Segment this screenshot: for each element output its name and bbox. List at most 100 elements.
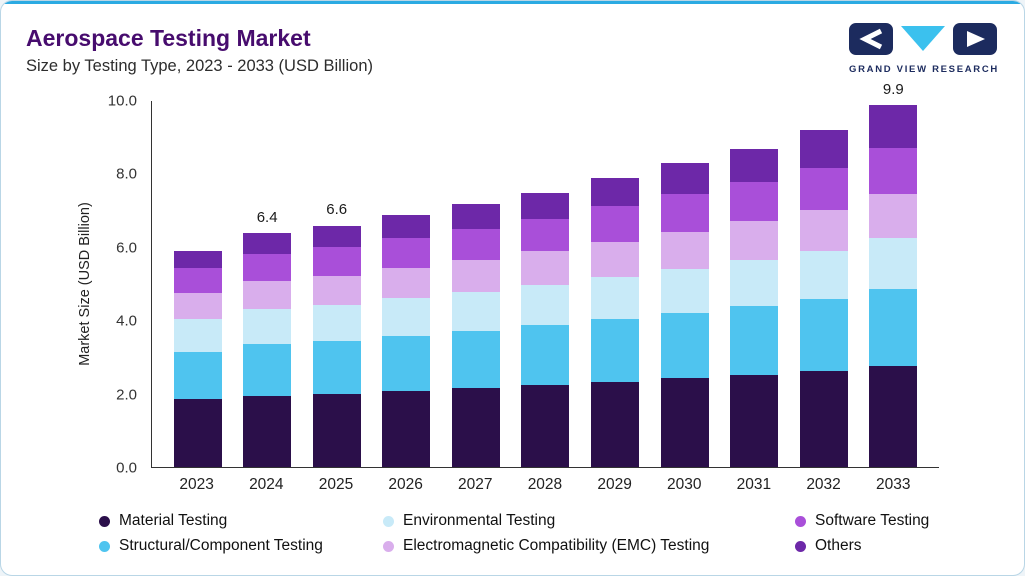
segment-others-2033: [869, 104, 918, 148]
segment-structural-component-testing-2032: [799, 298, 848, 372]
segment-others-2023: [173, 251, 222, 269]
segment-others-2028: [521, 192, 570, 219]
segment-structural-component-testing-2024: [243, 344, 292, 396]
bar-2027: [451, 101, 500, 467]
legend-item-software-testing: Software Testing: [795, 512, 1000, 530]
segment-software-testing-2033: [869, 147, 918, 194]
legend-label-electromagnetic-compatibility-emc-testing: Electromagnetic Compatibility (EMC) Test…: [403, 537, 710, 554]
bar-2032: [799, 101, 848, 467]
segment-software-testing-2027: [451, 228, 500, 260]
brand: GRAND VIEW RESEARCH: [848, 23, 1000, 75]
segment-software-testing-2025: [312, 247, 361, 276]
legend-swatch-software-testing: [795, 515, 806, 527]
segment-environmental-testing-2028: [521, 284, 570, 325]
x-tick-2025: 2025: [318, 476, 354, 493]
y-tick-6.0: 6.0: [116, 239, 137, 257]
legend-item-structural-component-testing: Structural/Component Testing: [99, 537, 383, 555]
bar-total-label-2033: 9.9: [882, 80, 904, 98]
segment-material-testing-2025: [312, 393, 361, 467]
x-tick-2027: 2027: [458, 476, 493, 493]
segment-others-2025: [312, 225, 361, 248]
bar-2024: 6.4: [243, 101, 292, 467]
segment-structural-component-testing-2023: [173, 351, 222, 400]
legend-label-material-testing: Material Testing: [119, 512, 228, 529]
y-tick-0.0: 0.0: [116, 459, 137, 477]
segment-structural-component-testing-2025: [312, 340, 361, 394]
bar-total-label-2025: 6.6: [326, 201, 348, 219]
legend-swatch-others: [795, 540, 806, 552]
segment-environmental-testing-2027: [451, 291, 500, 331]
segment-electromagnetic-compatibility-emc-testing-2031: [730, 221, 779, 261]
grand-view-research-logo-icon: [849, 23, 997, 55]
segment-material-testing-2030: [660, 378, 709, 467]
bar-2026: [382, 101, 431, 467]
segment-software-testing-2023: [173, 268, 222, 294]
segment-environmental-testing-2029: [591, 276, 640, 319]
bar-total-label-2024: 6.4: [256, 208, 278, 226]
bar-2030: [660, 101, 709, 467]
segment-others-2031: [730, 148, 779, 182]
legend-swatch-structural-component-testing: [99, 540, 110, 552]
segment-material-testing-2029: [591, 381, 640, 467]
segment-structural-component-testing-2026: [382, 335, 431, 391]
bar-2028: [521, 101, 570, 467]
legend-label-structural-component-testing: Structural/Component Testing: [119, 537, 323, 554]
bar-2033: 9.9: [869, 81, 918, 467]
legend-swatch-environmental-testing: [383, 515, 394, 527]
top-accent-line: [1, 1, 1024, 4]
legend-item-material-testing: Material Testing: [99, 512, 383, 530]
x-axis-labels: 2023 2024 2025 2026 2027 2028 2029 2030 2031 2032…: [151, 476, 939, 494]
segment-environmental-testing-2025: [312, 304, 361, 341]
plot-area: 6.4 6.6 9.9: [151, 81, 939, 468]
segment-environmental-testing-2026: [382, 298, 431, 336]
segment-electromagnetic-compatibility-emc-testing-2025: [312, 275, 361, 305]
segment-electromagnetic-compatibility-emc-testing-2028: [521, 251, 570, 285]
bar-2025: 6.6: [312, 101, 361, 467]
x-tick-2028: 2028: [527, 476, 563, 493]
x-tick-2031: 2031: [736, 476, 772, 493]
y-tick-4.0: 4.0: [116, 312, 137, 330]
segment-electromagnetic-compatibility-emc-testing-2027: [451, 259, 500, 292]
segment-software-testing-2026: [382, 238, 431, 268]
segment-others-2027: [451, 203, 500, 229]
segment-others-2032: [799, 130, 848, 168]
legend-label-software-testing: Software Testing: [815, 512, 930, 529]
segment-structural-component-testing-2028: [521, 325, 570, 385]
legend-item-others: Others: [795, 537, 1000, 555]
segment-environmental-testing-2030: [660, 268, 709, 313]
segment-material-testing-2024: [243, 395, 292, 467]
segment-software-testing-2029: [591, 206, 640, 242]
segment-software-testing-2024: [243, 254, 292, 282]
y-tick-8.0: 8.0: [116, 165, 137, 183]
x-tick-2024: 2024: [249, 476, 284, 493]
segment-environmental-testing-2031: [730, 260, 779, 306]
segment-environmental-testing-2023: [173, 318, 222, 352]
bar-2029: [591, 101, 640, 467]
segment-electromagnetic-compatibility-emc-testing-2023: [173, 293, 222, 319]
x-tick-2023: 2023: [179, 476, 214, 493]
segment-software-testing-2031: [730, 181, 779, 222]
segment-structural-component-testing-2029: [591, 318, 640, 382]
segment-structural-component-testing-2027: [451, 330, 500, 389]
brand-name: GRAND VIEW RESEARCH: [848, 64, 999, 75]
segment-material-testing-2031: [730, 374, 779, 467]
segment-electromagnetic-compatibility-emc-testing-2026: [382, 267, 431, 299]
x-tick-2029: 2029: [597, 476, 632, 493]
bar-2031: [730, 101, 779, 467]
segment-software-testing-2032: [799, 167, 848, 210]
x-tick-2030: 2030: [667, 476, 702, 493]
segment-material-testing-2028: [521, 384, 570, 467]
segment-structural-component-testing-2030: [660, 312, 709, 379]
segment-others-2026: [382, 214, 431, 239]
segment-electromagnetic-compatibility-emc-testing-2029: [591, 241, 640, 277]
segment-material-testing-2032: [799, 371, 848, 467]
segment-material-testing-2026: [382, 390, 431, 467]
y-axis-ticks: 10.0 8.0 6.0 4.0 2.0 0.0: [59, 93, 137, 477]
segment-electromagnetic-compatibility-emc-testing-2033: [869, 193, 918, 238]
legend-swatch-material-testing: [99, 515, 110, 527]
segment-software-testing-2028: [521, 218, 570, 252]
legend-label-environmental-testing: Environmental Testing: [403, 512, 556, 529]
legend-item-environmental-testing: Environmental Testing: [383, 512, 795, 530]
segment-material-testing-2023: [173, 399, 222, 467]
